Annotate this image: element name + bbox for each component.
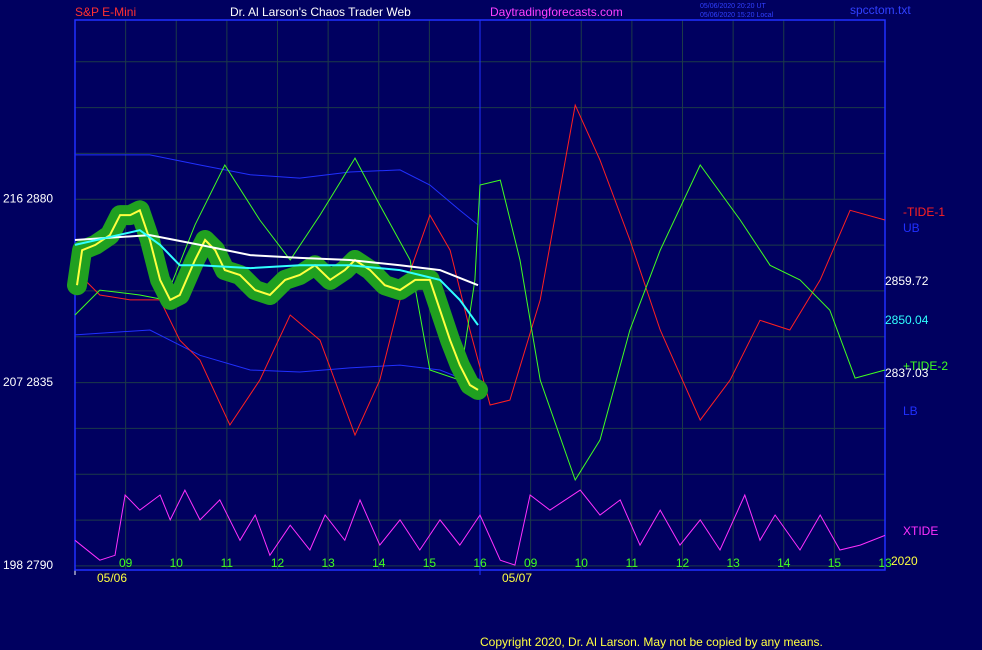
legend-label: -TIDE-1 xyxy=(903,205,945,219)
y-tick-label: 216 2880 xyxy=(3,191,53,205)
legend-label: +TIDE-2 xyxy=(903,359,948,373)
plot-frame xyxy=(74,19,886,571)
annotation: 2020 xyxy=(891,554,918,568)
annotation: 2850.04 xyxy=(885,313,929,327)
date-label: 05/06 xyxy=(97,571,127,585)
annotation: spcctom.txt xyxy=(850,3,911,17)
x-tick-label: 13 xyxy=(321,556,335,570)
series-line xyxy=(76,208,479,391)
x-tick-label: 15 xyxy=(423,556,437,570)
annotation: 2837.03 xyxy=(885,366,929,380)
x-tick-label: 13 xyxy=(726,556,740,570)
series-line xyxy=(74,229,479,326)
series-line xyxy=(75,154,479,226)
series-line xyxy=(74,157,886,482)
legend-label: UB xyxy=(903,221,920,235)
annotation: 05/06/2020 20:20 UT xyxy=(700,3,766,10)
x-tick-label: 14 xyxy=(777,556,791,570)
x-tick-label: 09 xyxy=(524,556,538,570)
legend-label: LB xyxy=(903,404,918,418)
chart-title: Dr. Al Larson's Chaos Trader Web xyxy=(230,5,411,19)
annotation: 05/06/2020 15:20 Local xyxy=(700,12,774,19)
series-line xyxy=(74,488,886,566)
chart-subtitle: S&P E-Mini xyxy=(75,5,136,19)
x-tick-label: 11 xyxy=(626,556,639,570)
series-line xyxy=(74,103,886,437)
x-tick-label: 14 xyxy=(372,556,386,570)
source: Daytradingforecasts.com xyxy=(490,5,623,19)
x-tick-label: 09 xyxy=(119,556,133,570)
legend-label: XTIDE xyxy=(903,524,938,538)
x-tick-label: 15 xyxy=(828,556,842,570)
x-tick-label: 12 xyxy=(271,556,285,570)
annotation: 2859.72 xyxy=(885,274,929,288)
x-tick-label: 10 xyxy=(170,556,184,570)
y-tick-label: 198 2790 xyxy=(3,558,53,572)
date-label: 05/07 xyxy=(502,571,532,585)
y-tick-label: 207 2835 xyxy=(3,375,53,389)
series-line xyxy=(74,234,479,287)
annotation: Copyright 2020, Dr. Al Larson. May not b… xyxy=(480,635,823,649)
x-tick-label: 11 xyxy=(221,556,234,570)
x-tick-label: 10 xyxy=(575,556,589,570)
series-line xyxy=(74,329,479,386)
x-tick-label: 12 xyxy=(676,556,690,570)
